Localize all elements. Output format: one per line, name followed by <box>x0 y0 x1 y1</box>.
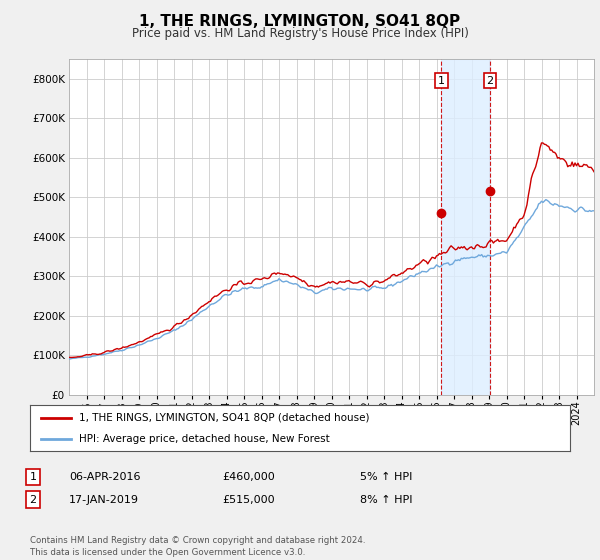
Text: HPI: Average price, detached house, New Forest: HPI: Average price, detached house, New … <box>79 435 329 444</box>
Text: £515,000: £515,000 <box>222 494 275 505</box>
Text: 2: 2 <box>29 494 37 505</box>
Text: Contains HM Land Registry data © Crown copyright and database right 2024.
This d: Contains HM Land Registry data © Crown c… <box>30 536 365 557</box>
Text: 06-APR-2016: 06-APR-2016 <box>69 472 140 482</box>
Bar <box>441 59 490 395</box>
Text: 17-JAN-2019: 17-JAN-2019 <box>69 494 139 505</box>
Text: 8% ↑ HPI: 8% ↑ HPI <box>360 494 413 505</box>
Text: £460,000: £460,000 <box>222 472 275 482</box>
Text: Price paid vs. HM Land Registry's House Price Index (HPI): Price paid vs. HM Land Registry's House … <box>131 27 469 40</box>
Text: 5% ↑ HPI: 5% ↑ HPI <box>360 472 412 482</box>
Text: 1: 1 <box>438 76 445 86</box>
Text: 1, THE RINGS, LYMINGTON, SO41 8QP (detached house): 1, THE RINGS, LYMINGTON, SO41 8QP (detac… <box>79 413 369 423</box>
Text: 1, THE RINGS, LYMINGTON, SO41 8QP: 1, THE RINGS, LYMINGTON, SO41 8QP <box>139 14 461 29</box>
Text: 2: 2 <box>487 76 493 86</box>
Text: 1: 1 <box>29 472 37 482</box>
